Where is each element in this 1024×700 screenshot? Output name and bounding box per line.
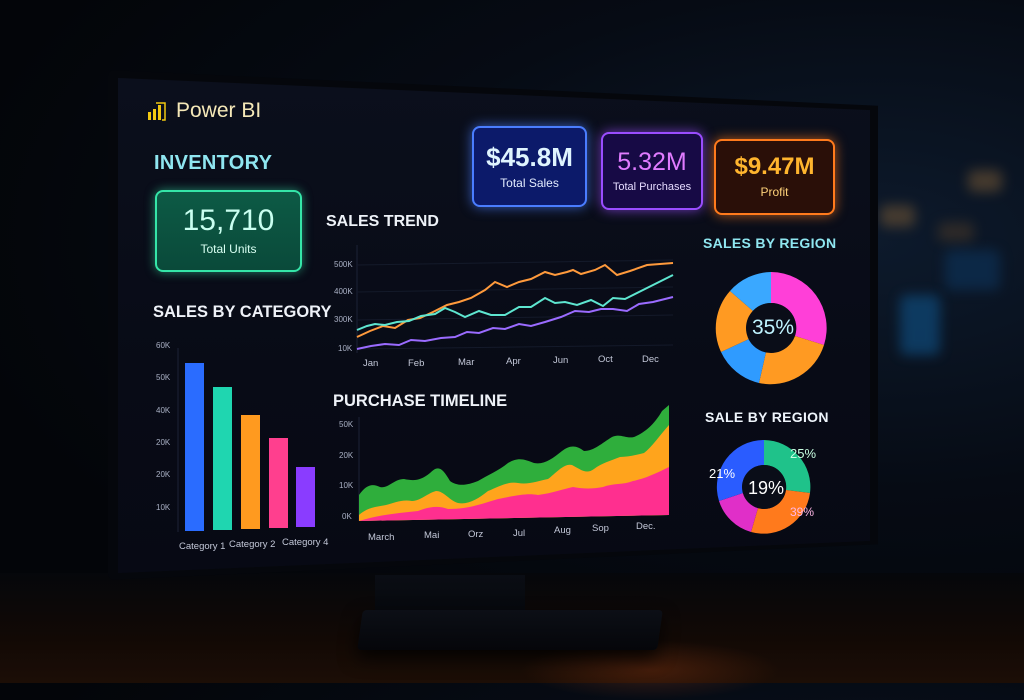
kpi-value: $45.8M <box>486 141 573 172</box>
kpi-label: Total Sales <box>500 175 559 190</box>
sales-trend-title: SALES TREND <box>326 213 439 230</box>
y-tick: 60K <box>156 341 171 350</box>
sales-trend-chart[interactable] <box>355 245 675 360</box>
bar-category-4 <box>269 438 288 528</box>
kpi-total-units[interactable]: 15,710 Total Units <box>155 190 302 272</box>
inventory-title: INVENTORY <box>154 152 273 174</box>
y-tick: 20K <box>156 470 171 479</box>
donut-center-label: 35% <box>752 316 795 339</box>
series-teal <box>356 274 674 331</box>
y-tick: 10K <box>338 344 353 353</box>
x-tick: March <box>368 532 395 543</box>
x-tick: Feb <box>408 358 425 369</box>
kpi-value: $9.47M <box>734 153 815 180</box>
x-tick: Category 1 <box>179 541 226 552</box>
donut-center-label: 19% <box>748 478 785 498</box>
background-light <box>968 170 1002 192</box>
kpi-label: Profit <box>760 185 789 199</box>
monitor-stand-base <box>357 610 663 650</box>
y-tick: 20K <box>339 451 354 460</box>
y-tick: 50K <box>156 373 171 382</box>
sales-by-region-donut[interactable] <box>713 268 829 388</box>
kpi-value: 15,710 <box>182 204 275 237</box>
background-light <box>938 222 974 242</box>
x-tick: Sop <box>592 523 609 534</box>
app-name: Power BI <box>176 99 262 122</box>
background-light <box>945 250 1000 290</box>
purchase-timeline-chart[interactable] <box>358 395 676 525</box>
kpi-label: Total Units <box>200 242 257 256</box>
x-tick: Dec. <box>636 521 656 532</box>
x-tick: Jan <box>363 358 379 369</box>
x-tick: Orz <box>468 529 484 540</box>
sales-by-region-title: SALES BY REGION <box>703 235 837 251</box>
y-tick: 10K <box>339 481 354 490</box>
bar-category-2 <box>213 387 232 530</box>
area-pink <box>359 467 669 521</box>
x-tick: Mar <box>458 357 475 368</box>
x-tick: Oct <box>598 354 613 365</box>
bar-category-3 <box>241 415 260 529</box>
y-tick: 400K <box>334 287 353 296</box>
x-tick: Jun <box>553 355 569 366</box>
y-tick: 50K <box>339 420 354 429</box>
slice-label-top-right: 25% <box>790 446 817 461</box>
sales-by-category-chart[interactable] <box>176 340 326 536</box>
sales-by-category-title: SALES BY CATEGORY <box>153 303 332 321</box>
x-tick: Dec <box>642 354 659 365</box>
y-tick: 300K <box>334 315 353 324</box>
x-tick: Jul <box>513 528 526 539</box>
x-tick: Category 4 <box>282 537 329 548</box>
background-light <box>900 295 940 355</box>
y-tick: 500K <box>334 260 353 269</box>
bar-category-5 <box>296 467 315 527</box>
slice-label-bottom-right: 39% <box>790 505 815 519</box>
x-tick: Apr <box>506 356 521 367</box>
series-purple <box>356 296 674 350</box>
kpi-total-sales[interactable]: $45.8M Total Sales <box>472 126 587 207</box>
power-bi-logo-icon <box>148 102 166 121</box>
sale-by-region-title: SALE BY REGION <box>705 409 829 425</box>
y-tick: 20K <box>156 438 171 447</box>
bar-category-1 <box>185 363 204 531</box>
app-brand: Power BI <box>146 99 261 123</box>
background-light <box>880 205 915 227</box>
kpi-label: Total Purchases <box>612 180 692 193</box>
kpi-profit[interactable]: $9.47M Profit <box>714 139 835 215</box>
kpi-total-purchases[interactable]: 5.32M Total Purchases <box>601 132 703 210</box>
y-tick: 40K <box>156 406 171 415</box>
kpi-value: 5.32M <box>617 147 687 176</box>
y-tick: 0K <box>342 512 352 521</box>
purchase-timeline-title: PURCHASE TIMELINE <box>333 392 508 410</box>
x-tick: Mai <box>424 530 440 541</box>
sale-by-region-donut[interactable] <box>715 438 813 536</box>
slice-label-left: 21% <box>709 466 736 481</box>
x-tick: Aug <box>554 525 571 536</box>
x-tick: Category 2 <box>229 539 276 550</box>
y-tick: 10K <box>156 503 171 512</box>
